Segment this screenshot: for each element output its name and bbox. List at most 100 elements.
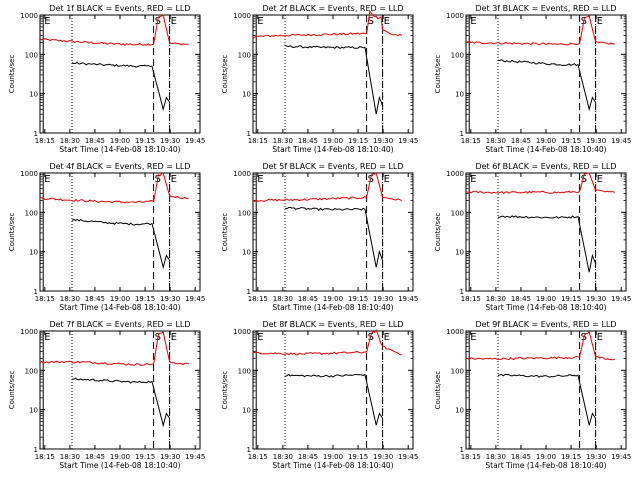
y-tick-label: 100 <box>238 367 251 375</box>
lld-series-line <box>465 15 615 46</box>
panel-title: Det 7f BLACK = Events, RED = LLD <box>49 320 190 329</box>
x-tick-label: 19:30 <box>586 453 606 461</box>
x-tick-label: 19:15 <box>561 295 581 303</box>
x-tick-label: 18:45 <box>511 453 531 461</box>
y-tick-label: 100 <box>451 209 464 217</box>
x-tick-label: 19:00 <box>110 295 130 303</box>
events-series-line <box>71 218 171 270</box>
y-tick-label: 1 <box>34 130 38 138</box>
y-tick-label: 1 <box>34 288 38 296</box>
x-tick-label: 18:30 <box>60 453 80 461</box>
x-tick-label: 19:15 <box>561 453 581 461</box>
y-tick-label: 100 <box>25 209 38 217</box>
detector-panel-5: Det 5f BLACK = Events, RED = LLD 1 10 100 10… <box>221 162 418 312</box>
y-tick-label: 1 <box>460 446 464 454</box>
x-tick-label: 18:15 <box>35 453 55 461</box>
marker-label: E <box>257 174 263 185</box>
x-tick-label: 19:15 <box>561 137 581 145</box>
x-tick-label: 19:30 <box>160 137 180 145</box>
marker-label: E <box>384 16 390 27</box>
marker-label: E <box>597 174 603 185</box>
panel-title: Det 6f BLACK = Events, RED = LLD <box>475 162 616 171</box>
x-tick-label: 19:00 <box>536 137 556 145</box>
y-axis-label: Counts/sec <box>8 371 16 410</box>
marker-label: E <box>470 16 476 27</box>
x-tick-label: 19:45 <box>185 295 205 303</box>
y-axis-label: Counts/sec <box>221 55 229 94</box>
detector-panel-9: Det 9f BLACK = Events, RED = LLD 1 10 100 10… <box>434 320 631 470</box>
detector-panel-2: Det 2f BLACK = Events, RED = LLD 1 10 100 10… <box>221 4 418 154</box>
x-tick-label: 18:45 <box>298 137 318 145</box>
x-axis-label: Start Time (14-Feb-08 18:10:40) <box>272 145 393 154</box>
x-tick-label: 19:45 <box>611 137 631 145</box>
x-tick-label: 19:00 <box>323 295 343 303</box>
y-axis-label: Counts/sec <box>221 213 229 252</box>
marker-label: E <box>470 332 476 343</box>
events-series-line <box>71 61 171 112</box>
marker-label: E <box>597 16 603 27</box>
y-tick-label: 1000 <box>20 170 38 178</box>
x-axis-label: Start Time (14-Feb-08 18:10:40) <box>59 145 180 154</box>
x-tick-label: 19:15 <box>135 137 155 145</box>
marker-label: E <box>257 16 263 27</box>
x-tick-label: 19:15 <box>135 453 155 461</box>
y-tick-label: 1000 <box>446 170 464 178</box>
x-tick-label: 19:45 <box>398 137 418 145</box>
marker-label: E <box>44 174 50 185</box>
marker-label: E <box>384 332 390 343</box>
x-axis-label: Start Time (14-Feb-08 18:10:40) <box>485 303 606 312</box>
marker-label: E <box>384 174 390 185</box>
marker-label: E <box>171 174 177 185</box>
events-series-line <box>497 59 597 112</box>
y-tick-label: 100 <box>451 367 464 375</box>
panel-title: Det 5f BLACK = Events, RED = LLD <box>262 162 403 171</box>
y-tick-label: 1000 <box>233 12 251 20</box>
lld-series-line <box>252 329 402 356</box>
plot-frame <box>39 14 201 134</box>
x-tick-label: 19:00 <box>323 137 343 145</box>
x-tick-label: 18:15 <box>248 137 268 145</box>
x-tick-label: 18:45 <box>85 137 105 145</box>
x-tick-label: 18:45 <box>298 295 318 303</box>
y-tick-label: 10 <box>455 407 464 415</box>
marker-label: E <box>171 332 177 343</box>
x-tick-label: 19:15 <box>348 137 368 145</box>
lld-series-line <box>39 172 189 204</box>
lld-series-line <box>465 330 615 361</box>
x-tick-label: 18:15 <box>248 295 268 303</box>
y-tick-label: 100 <box>238 209 251 217</box>
y-tick-label: 1000 <box>233 328 251 336</box>
marker-label: S <box>368 16 374 27</box>
x-tick-label: 19:15 <box>348 295 368 303</box>
lld-series-line <box>39 331 190 366</box>
x-tick-label: 18:30 <box>273 453 293 461</box>
events-series-line <box>284 206 384 268</box>
y-tick-label: 10 <box>242 91 251 99</box>
x-tick-label: 19:45 <box>398 295 418 303</box>
y-tick-label: 10 <box>29 91 38 99</box>
x-tick-label: 19:15 <box>135 295 155 303</box>
x-tick-label: 19:30 <box>373 453 393 461</box>
panel-title: Det 3f BLACK = Events, RED = LLD <box>475 4 616 13</box>
y-tick-label: 1 <box>247 130 251 138</box>
x-tick-label: 18:45 <box>85 295 105 303</box>
plot-frame <box>39 172 201 292</box>
y-axis-label: Counts/sec <box>434 55 442 94</box>
marker-label: E <box>257 332 263 343</box>
x-tick-label: 19:30 <box>373 295 393 303</box>
x-tick-label: 18:15 <box>461 137 481 145</box>
y-tick-label: 1 <box>460 130 464 138</box>
x-axis-label: Start Time (14-Feb-08 18:10:40) <box>485 145 606 154</box>
y-tick-label: 1 <box>34 446 38 454</box>
x-tick-label: 18:30 <box>486 453 506 461</box>
y-tick-label: 1 <box>247 288 251 296</box>
x-tick-label: 18:15 <box>461 295 481 303</box>
lld-series-line <box>465 172 616 195</box>
x-tick-label: 18:30 <box>60 137 80 145</box>
x-tick-label: 19:30 <box>160 295 180 303</box>
marker-label: S <box>581 174 587 185</box>
events-series-line <box>284 373 384 426</box>
plot-frame <box>252 172 414 292</box>
plot-frame <box>465 330 627 450</box>
x-tick-label: 18:15 <box>248 453 268 461</box>
